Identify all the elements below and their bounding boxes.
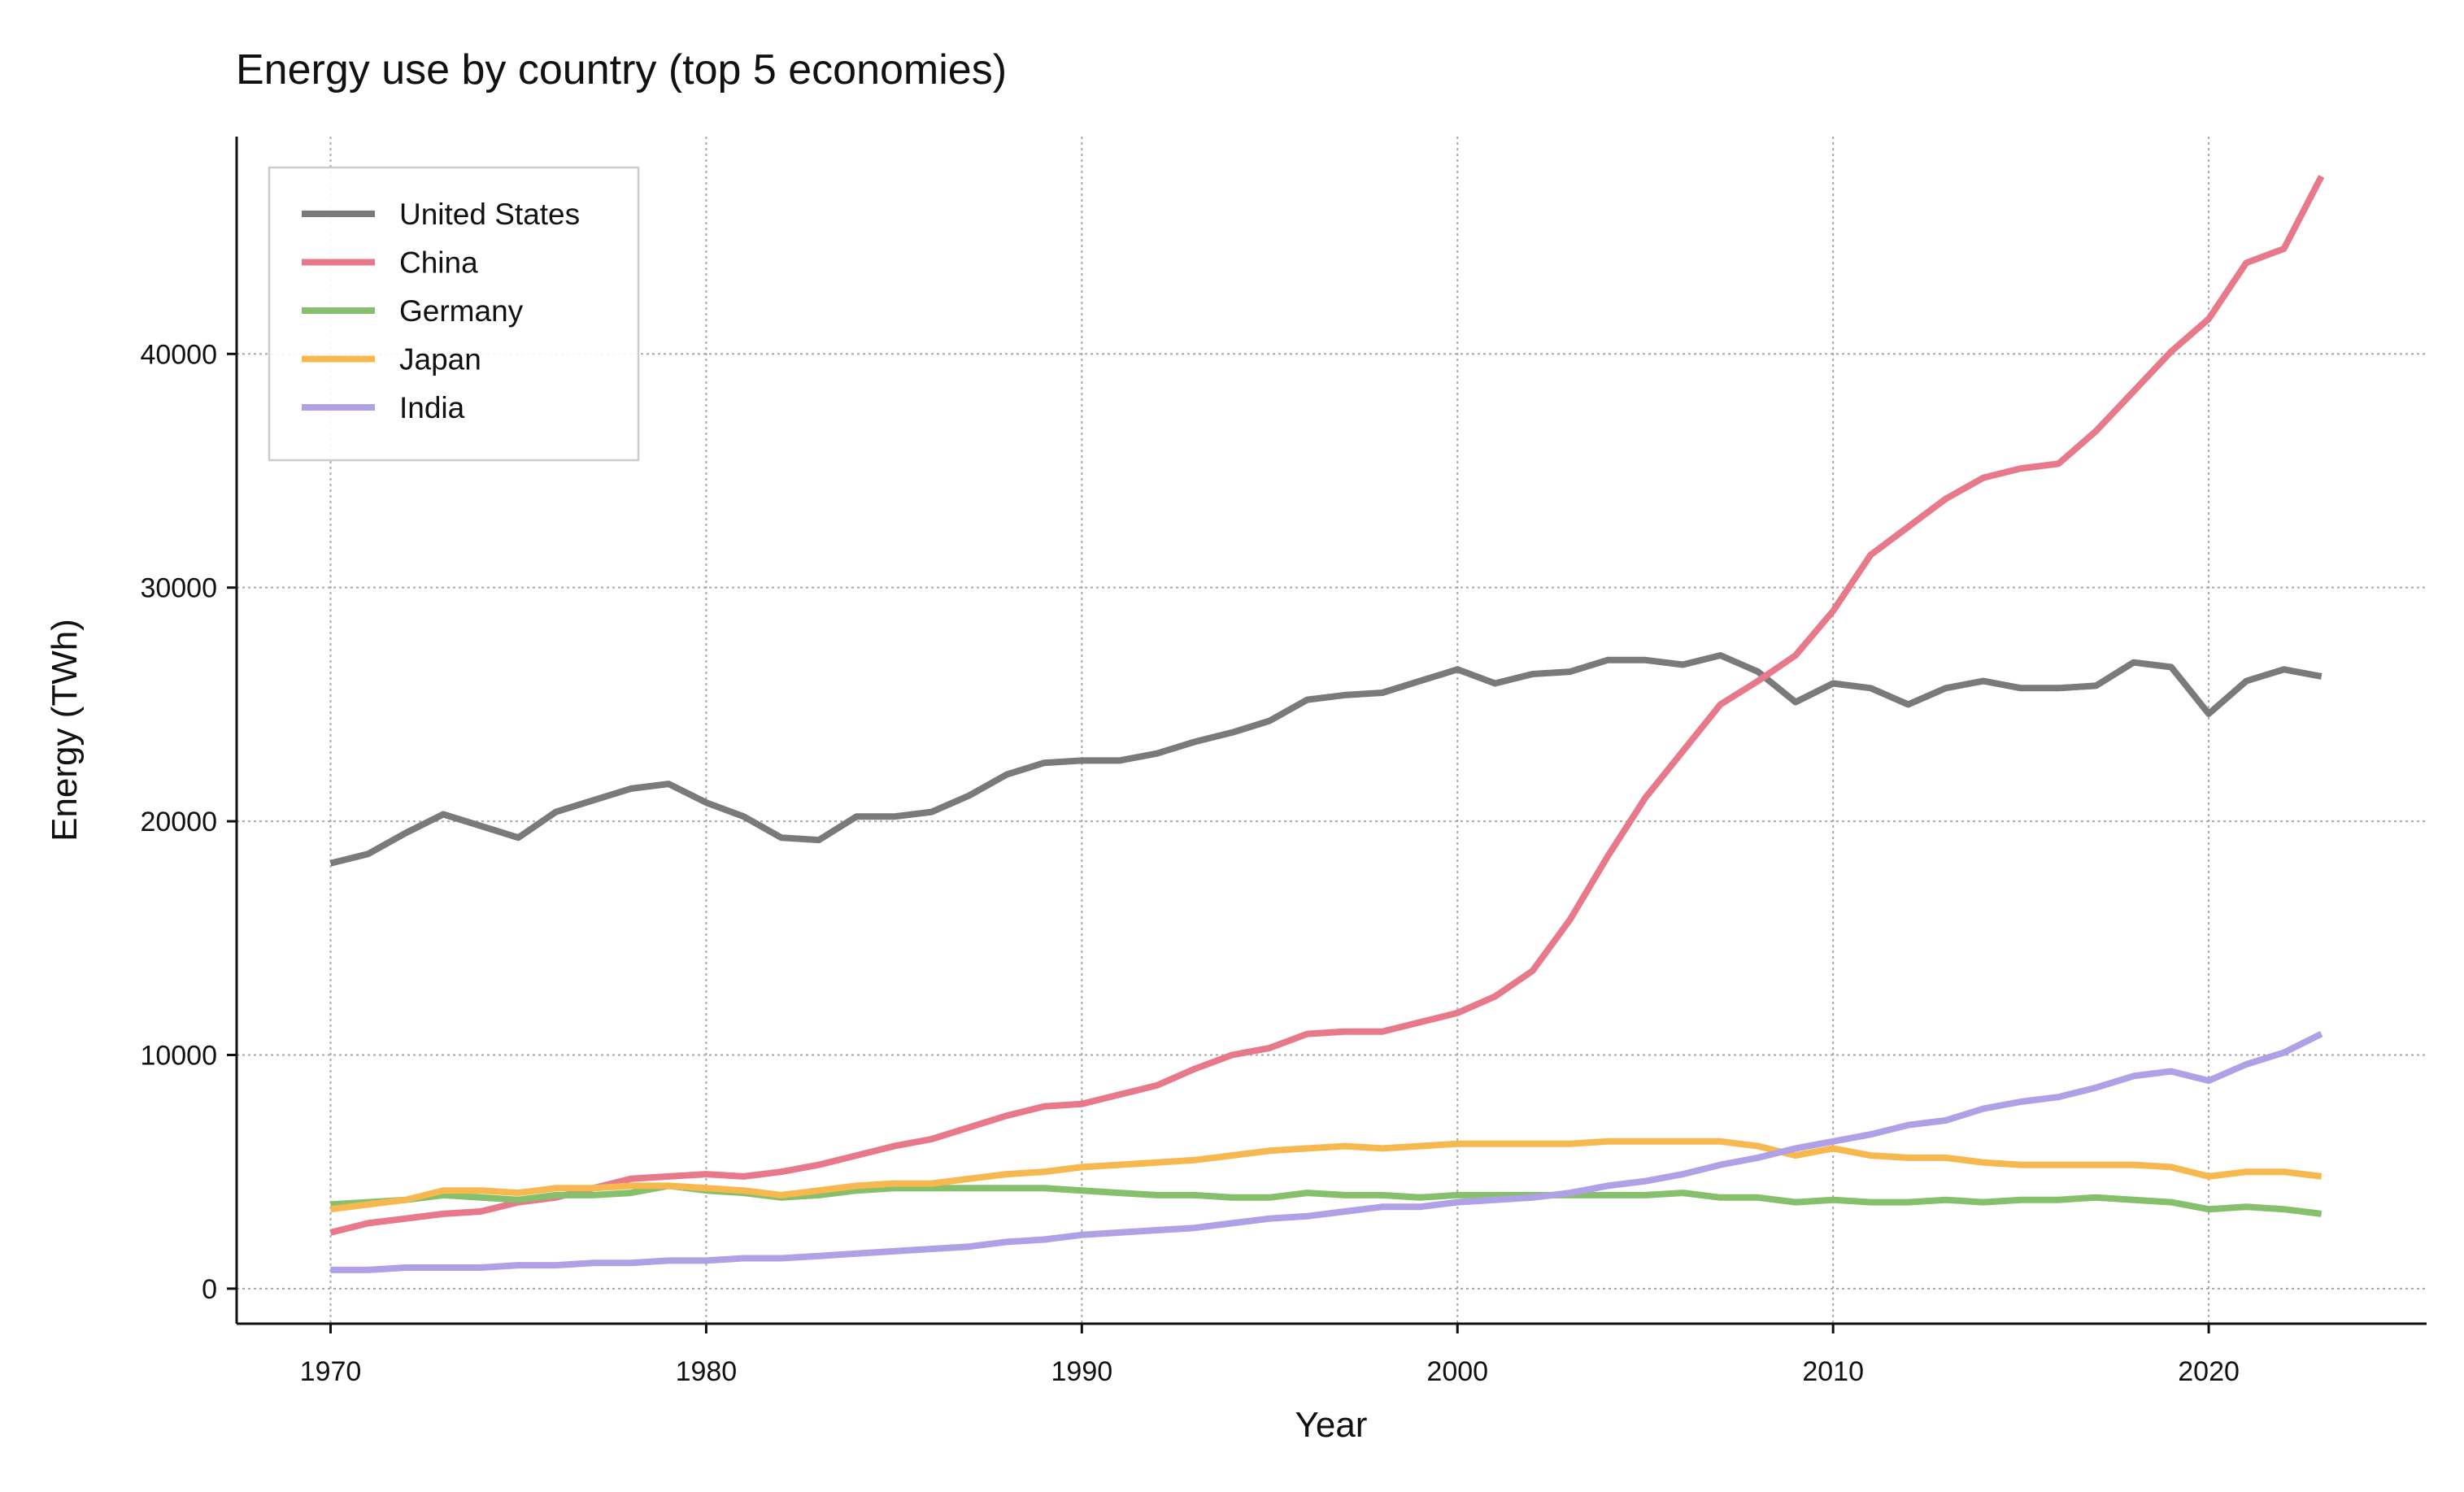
y-tick-label: 30000 — [140, 573, 217, 604]
x-tick-label: 1990 — [1051, 1356, 1113, 1387]
x-tick-label: 2010 — [1802, 1356, 1864, 1387]
series-line-china — [329, 175, 2325, 1236]
y-axis-ticks: 0 10000 20000 30000 40000 — [140, 339, 237, 1305]
x-tick-label: 2020 — [2178, 1356, 2240, 1387]
x-tick-label: 1980 — [676, 1356, 738, 1387]
legend-label-china: China — [399, 246, 478, 280]
legend-label-germany: Germany — [399, 294, 524, 328]
series-line-india — [330, 1031, 2323, 1273]
legend-label-japan: Japan — [399, 343, 481, 376]
x-axis-ticks: 1970 1980 1990 2000 2010 2020 — [300, 1324, 2240, 1387]
x-axis-title: Year — [1295, 1405, 1368, 1445]
series-line-united-states — [329, 652, 2323, 867]
y-tick-label: 0 — [202, 1274, 217, 1305]
legend-entries: United States China Germany Japan India — [302, 198, 580, 424]
x-tick-label: 1970 — [300, 1356, 362, 1387]
y-axis-title: Energy (TWh) — [45, 619, 85, 842]
series — [329, 175, 2325, 1273]
y-tick-label: 40000 — [140, 339, 217, 370]
x-tick-label: 2000 — [1426, 1356, 1488, 1387]
legend-label-india: India — [399, 391, 465, 424]
grid — [237, 137, 2427, 1324]
legend: United States China Germany Japan India — [268, 166, 640, 462]
axes — [235, 137, 2427, 1325]
chart-title: Energy use by country (top 5 economies) — [236, 46, 1007, 94]
series-line-japan — [330, 1137, 2323, 1213]
legend-label-united-states: United States — [399, 198, 580, 231]
y-tick-label: 20000 — [140, 807, 217, 837]
series-line-germany — [330, 1182, 2323, 1217]
y-tick-label: 10000 — [140, 1040, 217, 1071]
